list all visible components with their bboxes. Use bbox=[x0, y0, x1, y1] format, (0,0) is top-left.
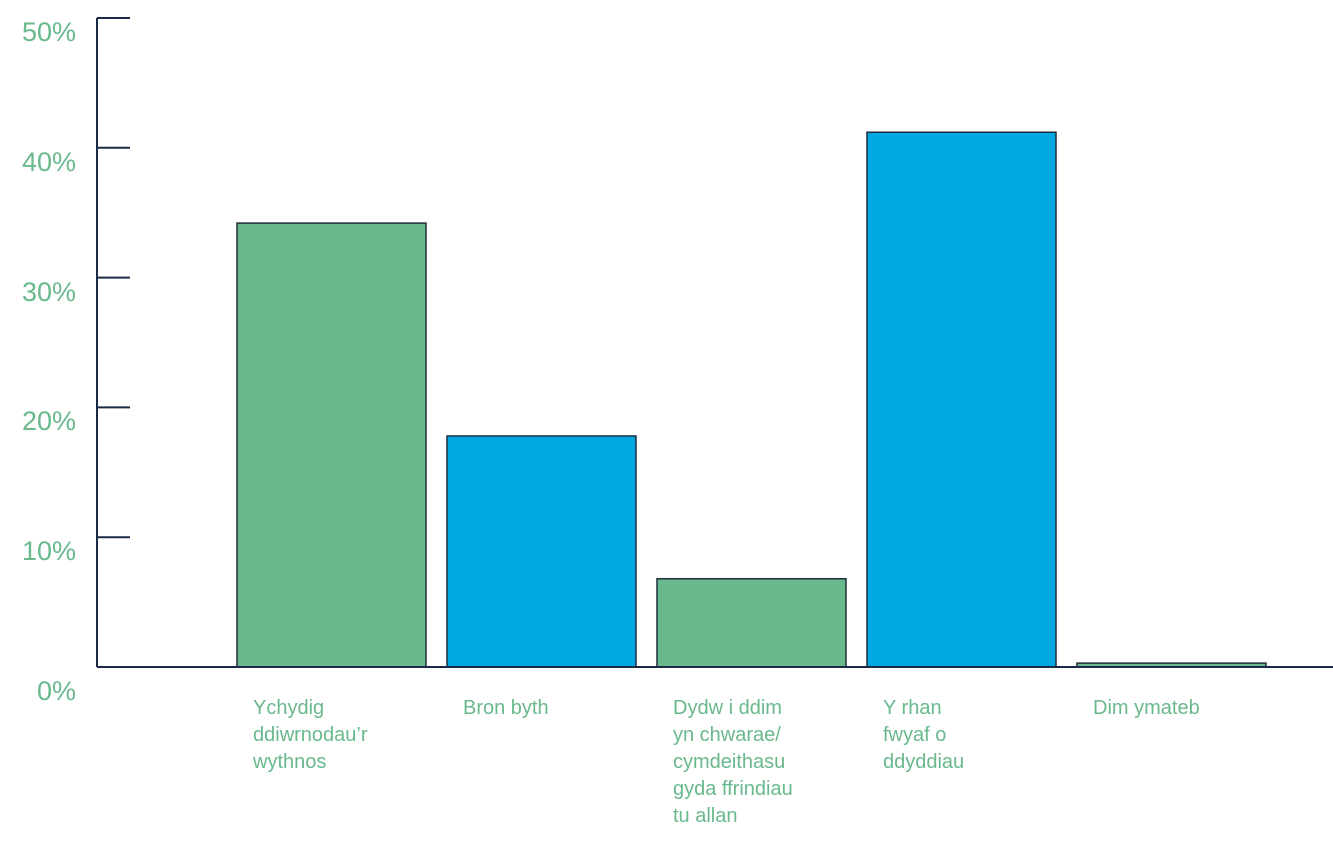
y-tick-label-50: 50% bbox=[21, 17, 76, 47]
category-label-y-rhan-fwyaf: Y rhan fwyaf o ddyddiau bbox=[883, 697, 965, 773]
y-tick-label-20: 20% bbox=[21, 406, 76, 437]
category-label-bron-byth: Bron byth bbox=[463, 697, 549, 719]
category-label-dydw-i-ddim: Dydw i ddim yn chwarae/ cymdeithasu gyda… bbox=[673, 697, 793, 827]
bar-0 bbox=[236, 222, 427, 668]
y-tick-label-10: 10% bbox=[21, 536, 76, 567]
category-label-dim-ymateb: Dim ymateb bbox=[1093, 697, 1200, 719]
bar-1 bbox=[446, 435, 637, 668]
bar-3 bbox=[866, 131, 1057, 668]
y-tick-label-40: 40% bbox=[21, 146, 76, 177]
bar-2 bbox=[656, 577, 847, 668]
y-tick-label-0: 0% bbox=[36, 676, 76, 706]
y-tick-label-30: 30% bbox=[21, 276, 76, 307]
category-label-ychydig-ddiwrnodau: Ychydig ddiwrnodau’r wythnos bbox=[253, 697, 368, 773]
